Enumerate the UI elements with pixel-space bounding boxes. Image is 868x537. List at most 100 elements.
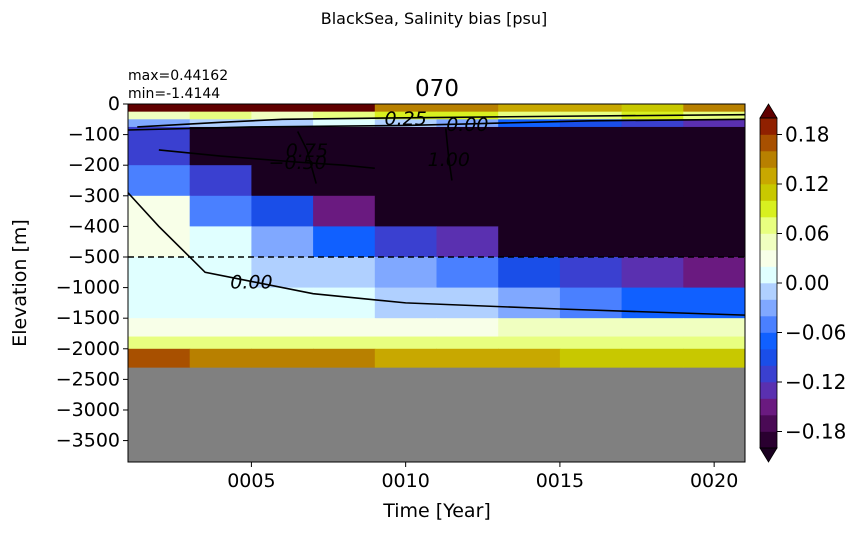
cell [313,336,376,350]
cell [189,111,252,120]
colorbar-bin [760,233,777,251]
cell [436,165,499,197]
colorbar-bin [760,382,777,399]
cell [498,226,561,258]
cell [189,119,252,128]
cell [683,256,745,289]
y-tick-label: −3000 [56,399,120,421]
cell [189,165,252,197]
x-tick-label: 0015 [536,470,584,492]
y-tick-label: −3500 [56,430,120,452]
cell [436,318,499,338]
cell [683,165,745,197]
colorbar-bin [760,299,777,317]
cell [436,126,499,136]
contour-label: 0.25 [384,108,426,130]
cell [374,104,437,113]
cell [436,336,499,350]
cell [621,195,684,227]
cell [436,111,499,120]
cell [621,119,684,128]
y-tick-label: −1500 [56,307,120,329]
cell [251,287,314,319]
cell [559,336,623,350]
cell [559,348,623,368]
y-tick-label: −2500 [56,368,120,390]
cell [559,226,623,258]
cell [374,226,437,258]
cell [436,226,499,258]
cell [683,134,745,166]
cell [313,318,376,338]
cell [313,348,376,368]
colorbar-tick-label: 0.12 [785,172,830,196]
cell [559,256,623,289]
cell [189,318,252,338]
cell [436,287,499,319]
cell [128,195,191,227]
cell [498,336,561,350]
colorbar-bin [760,184,777,201]
cell [621,256,684,289]
colorbar-bin [760,316,777,333]
contour-line [296,131,317,184]
colorbar-tick-label: −0.12 [785,370,846,394]
cell [498,126,561,136]
cell [374,119,437,128]
cell [374,195,437,227]
cell [498,287,561,319]
cell [313,226,376,258]
cell [559,165,623,197]
cell [498,165,561,197]
suptitle: BlackSea, Salinity bias [psu] [321,9,547,28]
cell [559,318,623,338]
cell [313,165,376,197]
cell [683,336,745,350]
cell [498,119,561,128]
cell [189,348,252,368]
y-tick-label: −100 [68,124,120,146]
cell [683,119,745,128]
colorbar-tick-label: −0.06 [785,321,846,345]
cell [559,104,623,113]
cell [189,226,252,258]
cell [498,104,561,113]
colorbar-tick-label: 0.00 [785,271,830,295]
cell [313,119,376,128]
cell [313,195,376,227]
y-tick-label: −1000 [56,277,120,299]
cell [683,104,745,113]
cell [189,195,252,227]
cell [621,134,684,166]
cell [621,165,684,197]
colorbar-bin [760,365,777,383]
annotation: min=-1.4144 [128,86,220,102]
colorbar-over [759,103,778,119]
cell [436,195,499,227]
cell [498,256,561,289]
cell [436,104,499,113]
cell [621,336,684,350]
colorbar-bin [760,118,777,135]
cell [498,318,561,338]
cell [313,104,376,113]
colorbar-bin [760,250,777,267]
cell [559,195,623,227]
cell [189,336,252,350]
colorbar-bin [760,283,777,300]
colorbar-bin [760,349,777,366]
cell [436,348,499,368]
cell [313,111,376,120]
x-tick-label: 0005 [227,470,275,492]
cell [251,336,314,350]
y-tick-label: −2000 [56,338,120,360]
colorbar-tick-label: −0.18 [785,420,846,444]
cell [374,348,437,368]
cell [189,126,252,136]
cell [374,134,437,166]
cell [559,134,623,166]
cell [374,336,437,350]
cell [621,226,684,258]
cell [313,256,376,289]
